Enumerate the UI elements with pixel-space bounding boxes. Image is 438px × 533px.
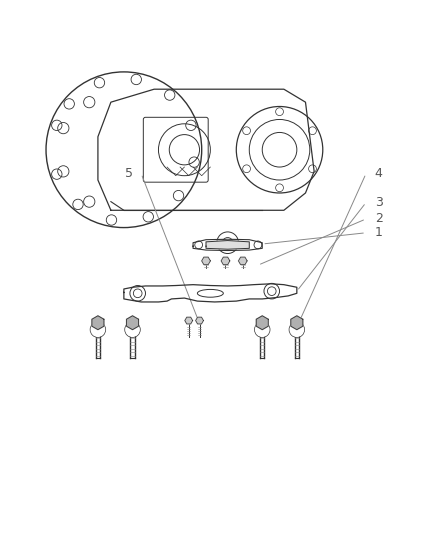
Polygon shape (291, 316, 303, 329)
Text: 3: 3 (374, 196, 382, 209)
Circle shape (90, 322, 106, 337)
Text: 1: 1 (374, 227, 382, 239)
Circle shape (130, 286, 145, 301)
FancyBboxPatch shape (143, 117, 208, 182)
Polygon shape (92, 316, 104, 329)
Polygon shape (206, 240, 249, 249)
Polygon shape (238, 257, 247, 264)
Polygon shape (98, 89, 314, 211)
Text: 5: 5 (124, 167, 133, 180)
Circle shape (125, 322, 140, 337)
Circle shape (254, 322, 270, 337)
Polygon shape (127, 316, 138, 329)
Text: 4: 4 (374, 167, 382, 180)
Polygon shape (193, 239, 262, 251)
Polygon shape (196, 317, 203, 324)
Polygon shape (185, 317, 193, 324)
Polygon shape (124, 284, 297, 302)
Polygon shape (221, 257, 230, 264)
Circle shape (217, 232, 238, 254)
Polygon shape (256, 316, 268, 329)
Circle shape (264, 284, 279, 299)
Polygon shape (202, 257, 210, 264)
Circle shape (289, 322, 304, 337)
Ellipse shape (198, 289, 223, 297)
Text: 2: 2 (374, 213, 382, 225)
